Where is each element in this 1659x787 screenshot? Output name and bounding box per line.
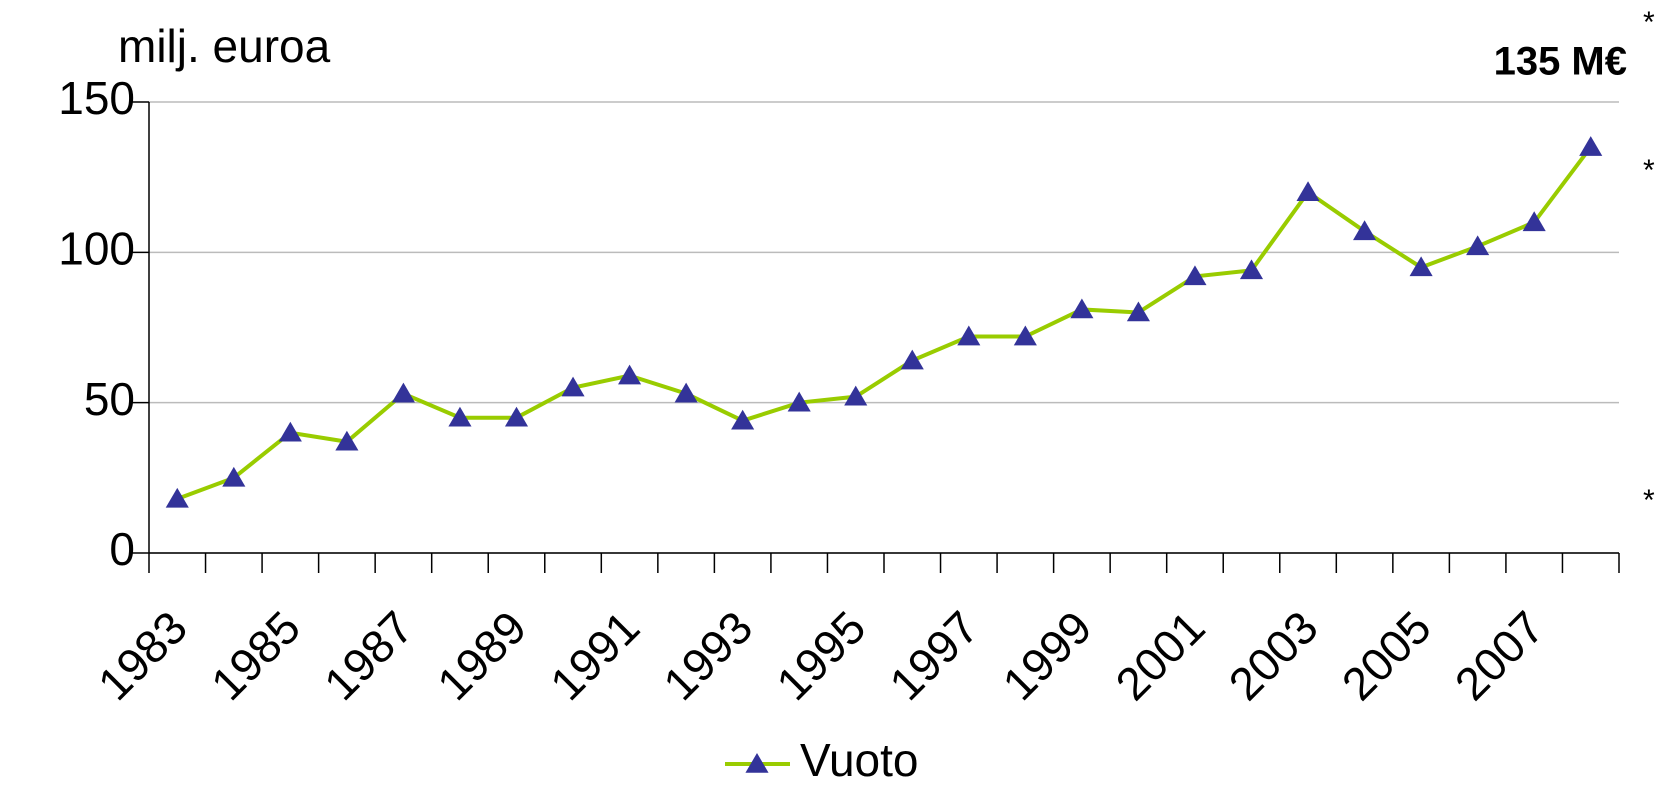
x-tick-label: 1999 [992,601,1101,710]
x-tick-label: 1997 [879,601,988,710]
x-tick-label: 1993 [653,601,762,710]
x-tick-label: 2007 [1445,601,1554,710]
marker [1409,256,1433,277]
series-line [176,145,1593,501]
marker [335,430,359,451]
y-axis-label: milj. euroa [118,20,331,72]
annotation: * [1643,484,1655,517]
marker [787,391,811,412]
marker [561,376,585,397]
marker [504,406,529,427]
marker [844,385,868,406]
marker [731,409,755,430]
x-tick-label: 2001 [1105,601,1214,710]
marker [1353,220,1377,241]
marker [900,349,924,370]
marker [1579,136,1603,156]
marker [1183,265,1207,286]
marker [1296,181,1320,201]
x-tick-label: 1989 [427,601,536,710]
marker [674,382,698,403]
x-tick-label: 1987 [314,601,423,710]
x-tick-label: 1983 [88,601,197,710]
x-tick-label: 2005 [1332,601,1441,710]
annotation: * [1643,6,1655,39]
marker [448,406,472,427]
marker [1466,235,1490,256]
annotation: 135 M€ [1494,40,1627,84]
y-tick-label: 50 [84,373,135,425]
marker [278,421,302,442]
marker [957,325,981,346]
x-tick-label: 1995 [766,601,875,710]
marker [1126,301,1150,322]
x-tick-label: 1991 [540,601,649,710]
marker [1013,325,1037,346]
marker [222,466,246,487]
marker [1522,211,1546,232]
marker [1239,259,1264,280]
marker [1070,298,1094,319]
annotation: * [1643,154,1655,187]
x-tick-label: 2003 [1219,601,1328,710]
marker [618,364,642,385]
x-tick-label: 1985 [201,601,310,710]
marker [391,382,415,403]
legend-marker [745,753,769,773]
legend-label: Vuoto [800,734,919,786]
y-tick-label: 0 [109,523,135,575]
marker [165,487,189,508]
y-tick-label: 100 [58,222,135,274]
y-tick-label: 150 [58,72,135,124]
